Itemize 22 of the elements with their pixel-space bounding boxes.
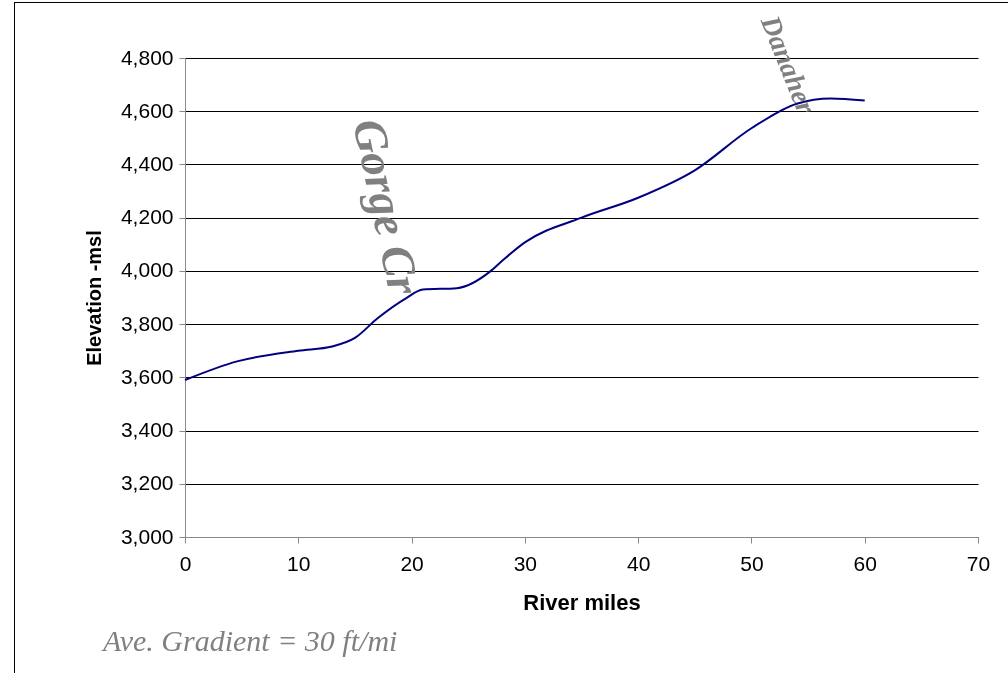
y-tick-label: 3,200 xyxy=(120,471,174,495)
y-tick-label: 3,400 xyxy=(120,418,174,442)
x-tick-label: 0 xyxy=(179,551,192,575)
x-tick-label: 20 xyxy=(400,551,424,575)
y-tick-label: 3,600 xyxy=(120,364,174,388)
y-axis-title: Elevation -msl xyxy=(82,230,105,366)
annotation: Gorge Cr xyxy=(343,114,431,300)
y-tick-label: 4,200 xyxy=(120,205,174,229)
text: Ave. Gradient = 30 ft/mi xyxy=(101,624,398,657)
y-tick-label: 4,000 xyxy=(120,258,174,282)
x-tick-label: 40 xyxy=(626,551,651,575)
y-tick-label: 4,800 xyxy=(120,45,174,69)
x-tick-label: 50 xyxy=(740,551,764,575)
x-tick-label: 30 xyxy=(513,551,538,575)
x-tick-label: 10 xyxy=(287,551,311,575)
x-axis-title: River miles xyxy=(523,589,641,615)
y-tick-label: 3,800 xyxy=(120,311,174,335)
x-tick-label: 60 xyxy=(853,551,877,575)
y-tick-label: 3,000 xyxy=(120,524,174,548)
y-tick-label: 4,400 xyxy=(120,151,174,175)
x-tick-label: 70 xyxy=(966,551,991,575)
y-tick-label: 4,600 xyxy=(120,98,174,122)
